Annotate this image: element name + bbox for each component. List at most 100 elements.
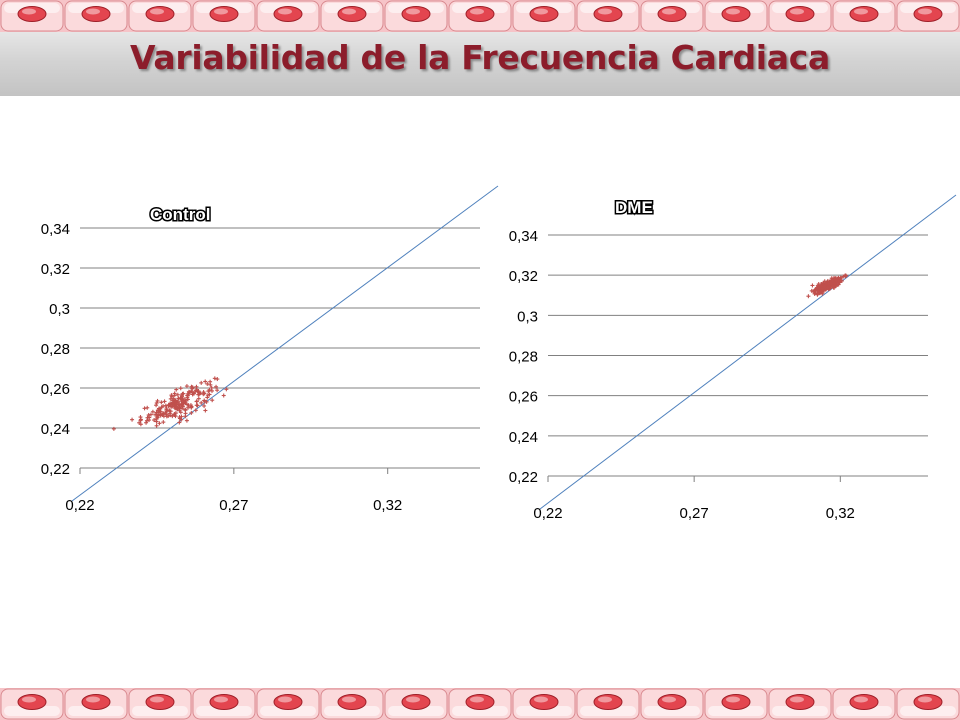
data-point xyxy=(813,287,818,292)
data-point xyxy=(194,399,199,404)
data-point xyxy=(189,410,194,415)
y-tick-label: 0,3 xyxy=(49,301,70,318)
data-point xyxy=(199,380,204,385)
data-point xyxy=(174,387,179,392)
data-point xyxy=(212,376,217,381)
data-point xyxy=(168,409,173,414)
data-point xyxy=(183,414,188,419)
page-title: Variabilidad de la Frecuencia Cardiaca xyxy=(129,38,831,77)
data-point xyxy=(159,400,164,405)
data-point xyxy=(172,391,177,396)
data-point xyxy=(162,399,167,404)
cell-shape xyxy=(896,0,960,32)
data-point xyxy=(205,393,210,398)
data-point xyxy=(145,405,150,410)
data-point xyxy=(185,405,190,410)
data-point xyxy=(821,285,826,290)
data-point xyxy=(189,389,194,394)
data-point xyxy=(215,388,220,393)
cell-shape xyxy=(768,688,832,720)
cell-shape xyxy=(384,0,448,32)
data-point xyxy=(810,283,815,288)
data-point xyxy=(837,279,842,284)
cell-shape xyxy=(832,688,896,720)
x-tick-label: 0,22 xyxy=(533,505,562,520)
data-point xyxy=(193,389,198,394)
data-point xyxy=(154,403,159,408)
y-tick-label: 0,26 xyxy=(509,389,538,406)
data-point xyxy=(214,384,219,389)
x-tick-label: 0,32 xyxy=(826,505,855,520)
data-point xyxy=(169,394,174,399)
data-point xyxy=(157,421,162,426)
cell-shape xyxy=(576,688,640,720)
identity-line xyxy=(71,185,499,502)
data-point xyxy=(144,418,149,423)
data-point xyxy=(813,290,818,295)
chart-title-fill: DME xyxy=(615,198,653,217)
data-point xyxy=(843,273,848,278)
data-point xyxy=(161,420,166,425)
identity-line xyxy=(539,194,957,510)
cell-shape xyxy=(320,688,384,720)
cell-shape xyxy=(0,688,64,720)
cell-shape xyxy=(256,0,320,32)
data-point xyxy=(197,392,202,397)
data-point xyxy=(138,422,143,427)
y-tick-label: 0,32 xyxy=(41,261,70,278)
cell-shape xyxy=(576,0,640,32)
data-point xyxy=(175,406,180,411)
cell-shape xyxy=(448,688,512,720)
data-point xyxy=(196,396,201,401)
data-point xyxy=(166,414,171,419)
data-point xyxy=(224,387,229,392)
cell-shape xyxy=(192,688,256,720)
cell-shape xyxy=(64,688,128,720)
data-point xyxy=(806,294,811,299)
cell-shape xyxy=(640,688,704,720)
data-point xyxy=(210,398,215,403)
data-point xyxy=(159,405,164,410)
x-tick-label: 0,32 xyxy=(373,497,402,514)
cell-shape xyxy=(768,0,832,32)
cell-shape xyxy=(640,0,704,32)
data-point xyxy=(154,400,159,405)
data-point xyxy=(178,386,183,391)
cell-shape xyxy=(704,0,768,32)
title-bar xyxy=(0,32,960,96)
data-point xyxy=(826,281,831,286)
cell-shape xyxy=(192,0,256,32)
data-point xyxy=(215,377,220,382)
data-point xyxy=(189,384,194,389)
data-point xyxy=(170,414,175,419)
data-point xyxy=(155,398,160,403)
data-point xyxy=(184,418,189,423)
data-point xyxy=(176,396,181,401)
data-point xyxy=(164,409,169,414)
data-point xyxy=(194,384,199,389)
data-point xyxy=(142,406,147,411)
x-tick-label: 0,27 xyxy=(680,505,709,520)
data-point xyxy=(181,400,186,405)
chart-title: DME xyxy=(615,198,653,217)
data-point xyxy=(184,384,189,389)
top-cell-border xyxy=(0,0,960,32)
data-point xyxy=(147,418,152,423)
data-point xyxy=(832,275,837,280)
data-point xyxy=(178,395,183,400)
data-point xyxy=(177,406,182,411)
data-point xyxy=(111,426,116,431)
y-tick-label: 0,34 xyxy=(509,228,538,245)
data-point xyxy=(168,396,173,401)
cell-shape xyxy=(0,0,64,32)
y-tick-label: 0,32 xyxy=(509,268,538,285)
data-point xyxy=(150,409,155,414)
data-point xyxy=(834,278,839,283)
cell-shape xyxy=(128,688,192,720)
chart-control: 0,22 0,24 0,26 0,28 0,3 0,32 0,34 0,22 0,27 0,32 C… xyxy=(41,185,499,514)
data-point xyxy=(171,402,176,407)
y-tick-label: 0,3 xyxy=(517,308,538,325)
data-point xyxy=(177,420,182,425)
data-point xyxy=(202,403,207,408)
data-point xyxy=(167,411,172,416)
